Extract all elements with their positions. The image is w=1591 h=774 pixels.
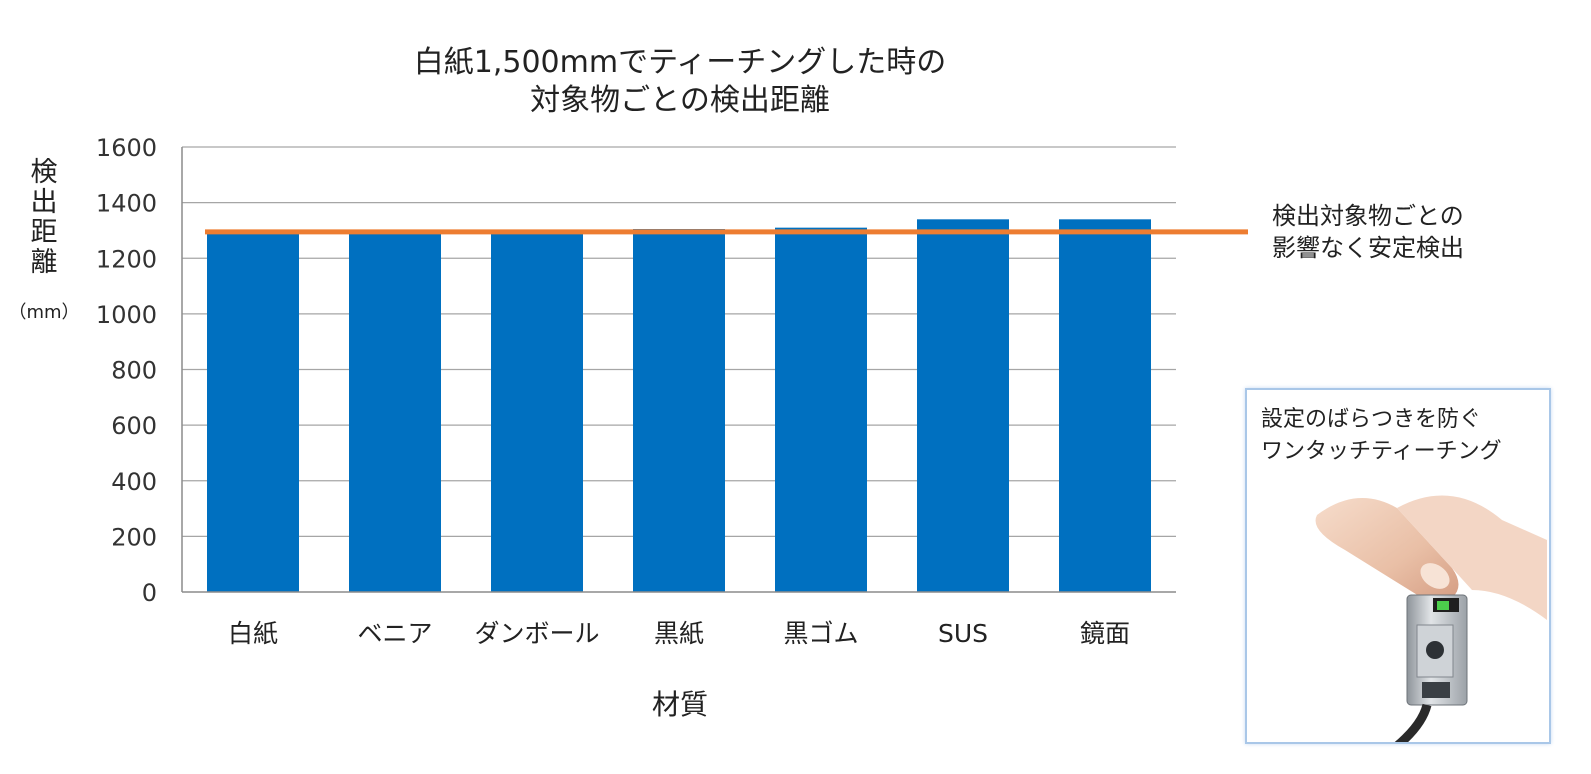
y-axis-label-char: 出	[30, 187, 58, 218]
reference-line-annotation: 検出対象物ごとの 影響なく安定検出	[1272, 200, 1464, 264]
y-tick-label: 800	[111, 357, 157, 385]
y-axis-label: 検出距離	[22, 158, 66, 278]
annotation-line-1: 検出対象物ごとの	[1272, 202, 1464, 230]
annotation-line-2: 影響なく安定検出	[1272, 234, 1464, 262]
x-tick-labels: 白紙 ベニア ダンボール 黒紙 黒ゴム SUS 鏡面	[228, 619, 1130, 648]
teaching-inset-panel: 設定のばらつきを防ぐ ワンタッチティーチング	[1245, 388, 1551, 744]
y-tick-label: 400	[111, 468, 157, 496]
chart-title-line-1: 白紙1,500mmでティーチングした時の	[413, 45, 947, 80]
bar-1	[349, 233, 441, 592]
inset-caption-line-1: 設定のばらつきを防ぐ	[1261, 407, 1482, 432]
y-axis-unit: （mm）	[8, 302, 80, 323]
x-tick-label: SUS	[938, 619, 988, 648]
y-tick-label: 1600	[96, 134, 157, 162]
x-tick-label: ダンボール	[474, 619, 599, 648]
inset-caption-line-2: ワンタッチティーチング	[1261, 439, 1502, 464]
x-axis-label: 材質	[651, 688, 708, 721]
axes	[181, 147, 1176, 593]
x-tick-label: 鏡面	[1080, 619, 1130, 648]
x-tick-label: ベニア	[357, 619, 432, 648]
y-tick-labels: 0 200 400 600 800 1000 1200 1400 1600	[96, 134, 157, 607]
y-axis-label-char: 離	[30, 247, 58, 278]
x-tick-label: 白紙	[228, 619, 278, 648]
chart-title-line-2: 対象物ごとの検出距離	[530, 83, 830, 118]
y-tick-label: 1400	[96, 190, 157, 218]
bar-3	[633, 229, 725, 592]
y-tick-label: 0	[142, 579, 157, 607]
inset-caption: 設定のばらつきを防ぐ ワンタッチティーチング	[1261, 404, 1502, 468]
y-axis-label-char: 検	[30, 157, 58, 188]
y-tick-label: 600	[111, 412, 157, 440]
bar-2	[491, 233, 583, 592]
chart-title: 白紙1,500mmでティーチングした時の 対象物ごとの検出距離	[330, 44, 1030, 120]
bar-5	[917, 219, 1009, 592]
x-tick-label: 黒ゴム	[783, 619, 858, 648]
bars	[207, 219, 1151, 592]
y-tick-label: 1000	[96, 301, 157, 329]
x-tick-label: 黒紙	[654, 619, 704, 648]
y-tick-label: 1200	[96, 245, 157, 273]
bar-4	[775, 227, 867, 592]
y-axis-label-char: 距	[30, 217, 58, 248]
y-tick-label: 200	[111, 523, 157, 551]
finger-pressing-sensor-icon	[1315, 495, 1547, 742]
bar-6	[1059, 219, 1151, 592]
bar-0	[207, 230, 299, 592]
